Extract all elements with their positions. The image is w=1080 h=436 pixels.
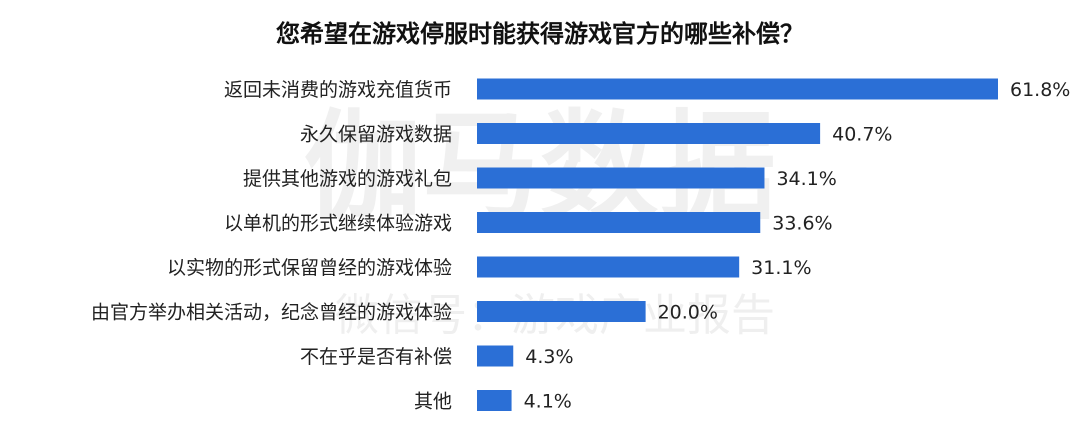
value-label: 31.1% <box>751 257 811 279</box>
value-label: 4.1% <box>524 391 572 413</box>
category-label: 提供其他游戏的游戏礼包 <box>243 168 452 190</box>
category-label: 由官方举办相关活动，纪念曾经的游戏体验 <box>91 301 452 324</box>
bar <box>477 212 761 233</box>
category-label: 不在乎是否有补偿 <box>300 346 452 368</box>
chart-title: 您希望在游戏停服时能获得游戏官方的哪些补偿？ <box>276 20 804 48</box>
category-label: 返回未消费的游戏充值货币 <box>224 79 452 101</box>
bars-group: 返回未消费的游戏充值货币 61.8% 永久保留游戏数据 40.7% 提供其他游戏的游戏礼… <box>91 78 1070 413</box>
value-label: 33.6% <box>772 213 832 235</box>
category-label: 永久保留游戏数据 <box>300 124 452 146</box>
bar <box>477 78 998 100</box>
value-label: 61.8% <box>1010 79 1070 101</box>
bar <box>477 301 646 322</box>
value-label: 40.7% <box>832 124 892 146</box>
category-label: 以单机的形式继续体验游戏 <box>224 213 452 235</box>
bar <box>477 390 512 411</box>
bar <box>477 167 765 189</box>
bar <box>477 123 821 144</box>
bar <box>477 256 740 278</box>
value-label: 4.3% <box>525 346 573 368</box>
category-label: 以实物的形式保留曾经的游戏体验 <box>167 257 452 279</box>
value-label: 20.0% <box>658 302 718 324</box>
bar <box>477 345 514 367</box>
category-label: 其他 <box>414 391 452 413</box>
value-label: 34.1% <box>776 168 836 190</box>
